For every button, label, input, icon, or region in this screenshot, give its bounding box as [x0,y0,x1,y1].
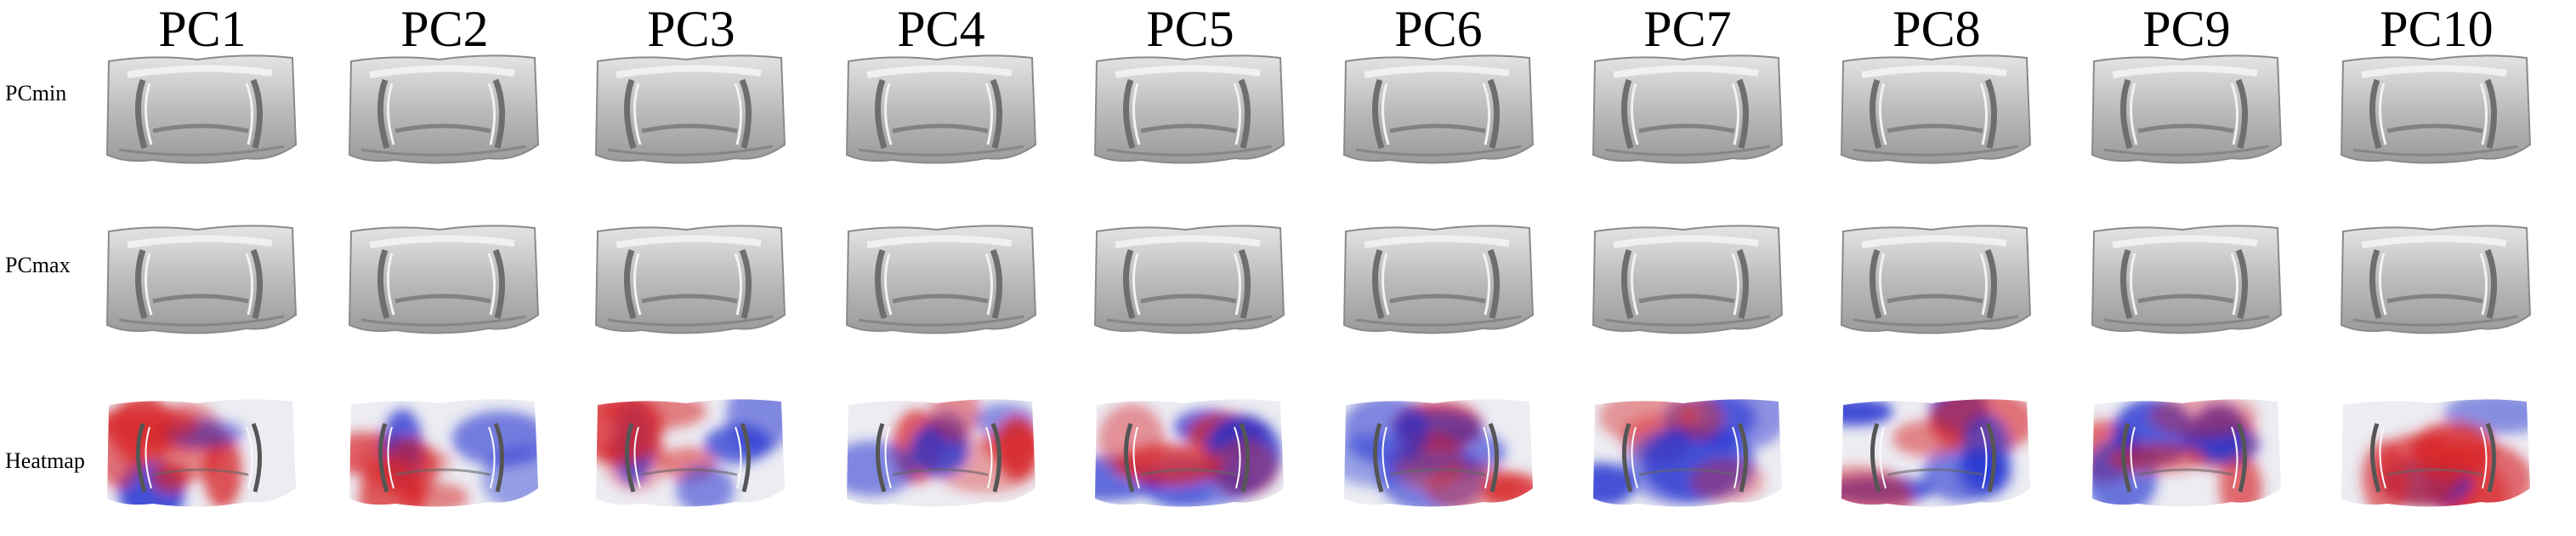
column-header-pc6: PC6 [1394,1,1483,57]
column-header-pc4: PC4 [897,1,985,57]
column-header-pc1: PC1 [158,1,247,57]
surface-pcmax-pc6 [1339,220,1536,339]
surface-pcmax-pc5 [1090,220,1287,339]
row-label-heatmap: Heatmap [5,448,85,473]
heatmap-heatmap-pc9 [2087,393,2284,512]
heatmap-heatmap-pc6 [1339,393,1536,512]
surface-pcmax-pc10 [2336,220,2533,339]
surface-pcmax-pc2 [344,220,542,339]
heatmap-heatmap-pc1 [102,393,299,512]
heatmap-heatmap-pc10 [2336,393,2533,512]
column-header-pc9: PC9 [2142,1,2231,57]
surface-pcmax-pc3 [591,220,788,339]
heatmap-heatmap-pc4 [842,393,1039,512]
surface-pcmin-pc1 [102,49,299,168]
column-header-pc7: PC7 [1643,1,1732,57]
surface-pcmin-pc8 [1836,49,2034,168]
surface-pcmin-pc9 [2087,49,2284,168]
surface-pcmin-pc2 [344,49,542,168]
heatmap-heatmap-pc5 [1090,393,1287,512]
surface-pcmax-pc8 [1836,220,2034,339]
surface-pcmax-pc9 [2087,220,2284,339]
row-label-pcmax: PCmax [5,253,71,277]
surface-pcmin-pc4 [842,49,1039,168]
heatmap-heatmap-pc8 [1836,393,2034,512]
surface-pcmin-pc6 [1339,49,1536,168]
column-header-pc8: PC8 [1892,1,1981,57]
column-header-pc2: PC2 [400,1,489,57]
surface-pcmin-pc3 [591,49,788,168]
column-header-pc10: PC10 [2380,1,2494,57]
surface-pcmin-pc10 [2336,49,2533,168]
surface-pcmin-pc5 [1090,49,1287,168]
surface-pcmin-pc7 [1588,49,1785,168]
row-label-pcmin: PCmin [5,81,67,105]
surface-pcmax-pc4 [842,220,1039,339]
heatmap-heatmap-pc3 [591,393,788,512]
surface-pcmax-pc1 [102,220,299,339]
heatmap-heatmap-pc7 [1588,393,1785,512]
heatmap-heatmap-pc2 [344,393,542,512]
column-header-pc5: PC5 [1146,1,1234,57]
column-header-pc3: PC3 [647,1,735,57]
surface-pcmax-pc7 [1588,220,1785,339]
